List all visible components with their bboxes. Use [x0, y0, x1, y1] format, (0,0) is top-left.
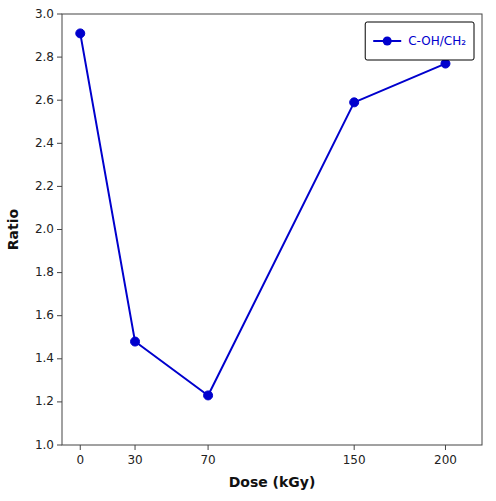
- y-tick: [57, 143, 62, 144]
- legend: C-OH/CH₂: [365, 22, 474, 60]
- x-tick-label: 150: [343, 453, 366, 467]
- data-line: [80, 33, 445, 395]
- chart: 1.0 1.2 1.4 1.6 1.8 2.0 2.2 2.4 2.6 2.8 3.0 0 30 70 15…: [0, 0, 496, 501]
- legend-box: [365, 22, 474, 60]
- y-tick-label: 2.2: [35, 179, 54, 193]
- y-tick-label: 2.4: [35, 136, 54, 150]
- y-tick: [57, 229, 62, 230]
- y-tick-label: 1.2: [35, 394, 54, 408]
- y-tick-label: 1.6: [35, 308, 54, 322]
- data-point: [131, 337, 140, 346]
- x-tick: [208, 445, 209, 450]
- y-tick-label: 1.0: [35, 438, 54, 452]
- x-tick: [135, 445, 136, 450]
- plot-area: [76, 29, 450, 400]
- y-tick: [57, 272, 62, 273]
- x-tick-label: 30: [127, 453, 142, 467]
- y-tick: [57, 401, 62, 402]
- x-tick: [80, 445, 81, 450]
- plot-frame: [62, 14, 482, 445]
- y-tick: [57, 14, 62, 15]
- data-point: [76, 29, 85, 38]
- x-tick: [354, 445, 355, 450]
- legend-marker: [383, 37, 392, 46]
- y-tick: [57, 186, 62, 187]
- y-tick: [57, 100, 62, 101]
- y-tick-label: 2.0: [35, 222, 54, 236]
- y-tick-label: 1.4: [35, 351, 54, 365]
- y-tick-label: 2.6: [35, 93, 54, 107]
- x-axis-label: Dose (kGy): [229, 474, 316, 490]
- x-tick: [445, 445, 446, 450]
- data-point: [350, 98, 359, 107]
- y-tick: [57, 358, 62, 359]
- y-tick-label: 3.0: [35, 7, 54, 21]
- y-tick-label: 2.8: [35, 50, 54, 64]
- y-tick: [57, 57, 62, 58]
- x-tick-label: 70: [200, 453, 215, 467]
- x-tick-label: 200: [434, 453, 457, 467]
- y-axis-label: Ratio: [5, 208, 21, 250]
- x-tick-label: 0: [76, 453, 84, 467]
- y-tick-label: 1.8: [35, 265, 54, 279]
- y-tick: [57, 315, 62, 316]
- y-tick: [57, 445, 62, 446]
- legend-label: C-OH/CH₂: [408, 34, 466, 48]
- data-point: [204, 391, 213, 400]
